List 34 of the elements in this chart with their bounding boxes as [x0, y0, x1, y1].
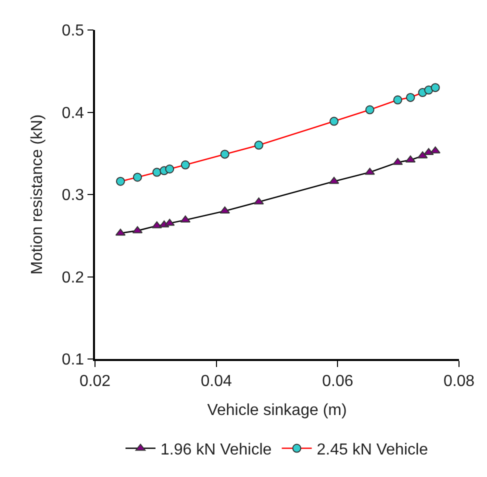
x-tick-label: 0.06: [322, 372, 354, 390]
x-axis-title: Vehicle sinkage (m): [207, 402, 347, 420]
point: [430, 83, 440, 92]
point: [180, 160, 190, 170]
y-axis-title: Motion resistance (kN): [29, 114, 46, 275]
point: [424, 148, 434, 156]
y-tick-label: 0.2: [62, 269, 84, 286]
y-tick-label: 0.5: [62, 22, 84, 40]
point: [430, 146, 440, 154]
y-tick-label: 0.4: [62, 104, 84, 122]
point: [165, 164, 174, 174]
point: [406, 92, 415, 102]
legend-label: 2.45 kN Vehicle: [316, 442, 428, 459]
point: [393, 95, 402, 104]
point: [152, 168, 162, 177]
legend-label: 1.96 kN Vehicle: [160, 442, 272, 459]
point: [220, 206, 230, 214]
point: [424, 86, 434, 95]
x-tick-label: 0.08: [443, 372, 475, 390]
point: [164, 218, 175, 226]
point: [364, 168, 375, 175]
x-tick-label: 0.02: [79, 372, 111, 390]
point: [220, 150, 230, 159]
y-tick-label: 0.3: [62, 187, 84, 204]
point: [254, 140, 264, 150]
y-tick-label: 0.1: [62, 352, 84, 369]
point: [254, 197, 264, 204]
x-tick-label: 0.04: [200, 372, 232, 390]
point: [132, 172, 142, 182]
point: [330, 116, 339, 126]
point: [365, 105, 374, 114]
point: [152, 221, 162, 228]
point: [392, 158, 403, 165]
point: [116, 176, 125, 186]
